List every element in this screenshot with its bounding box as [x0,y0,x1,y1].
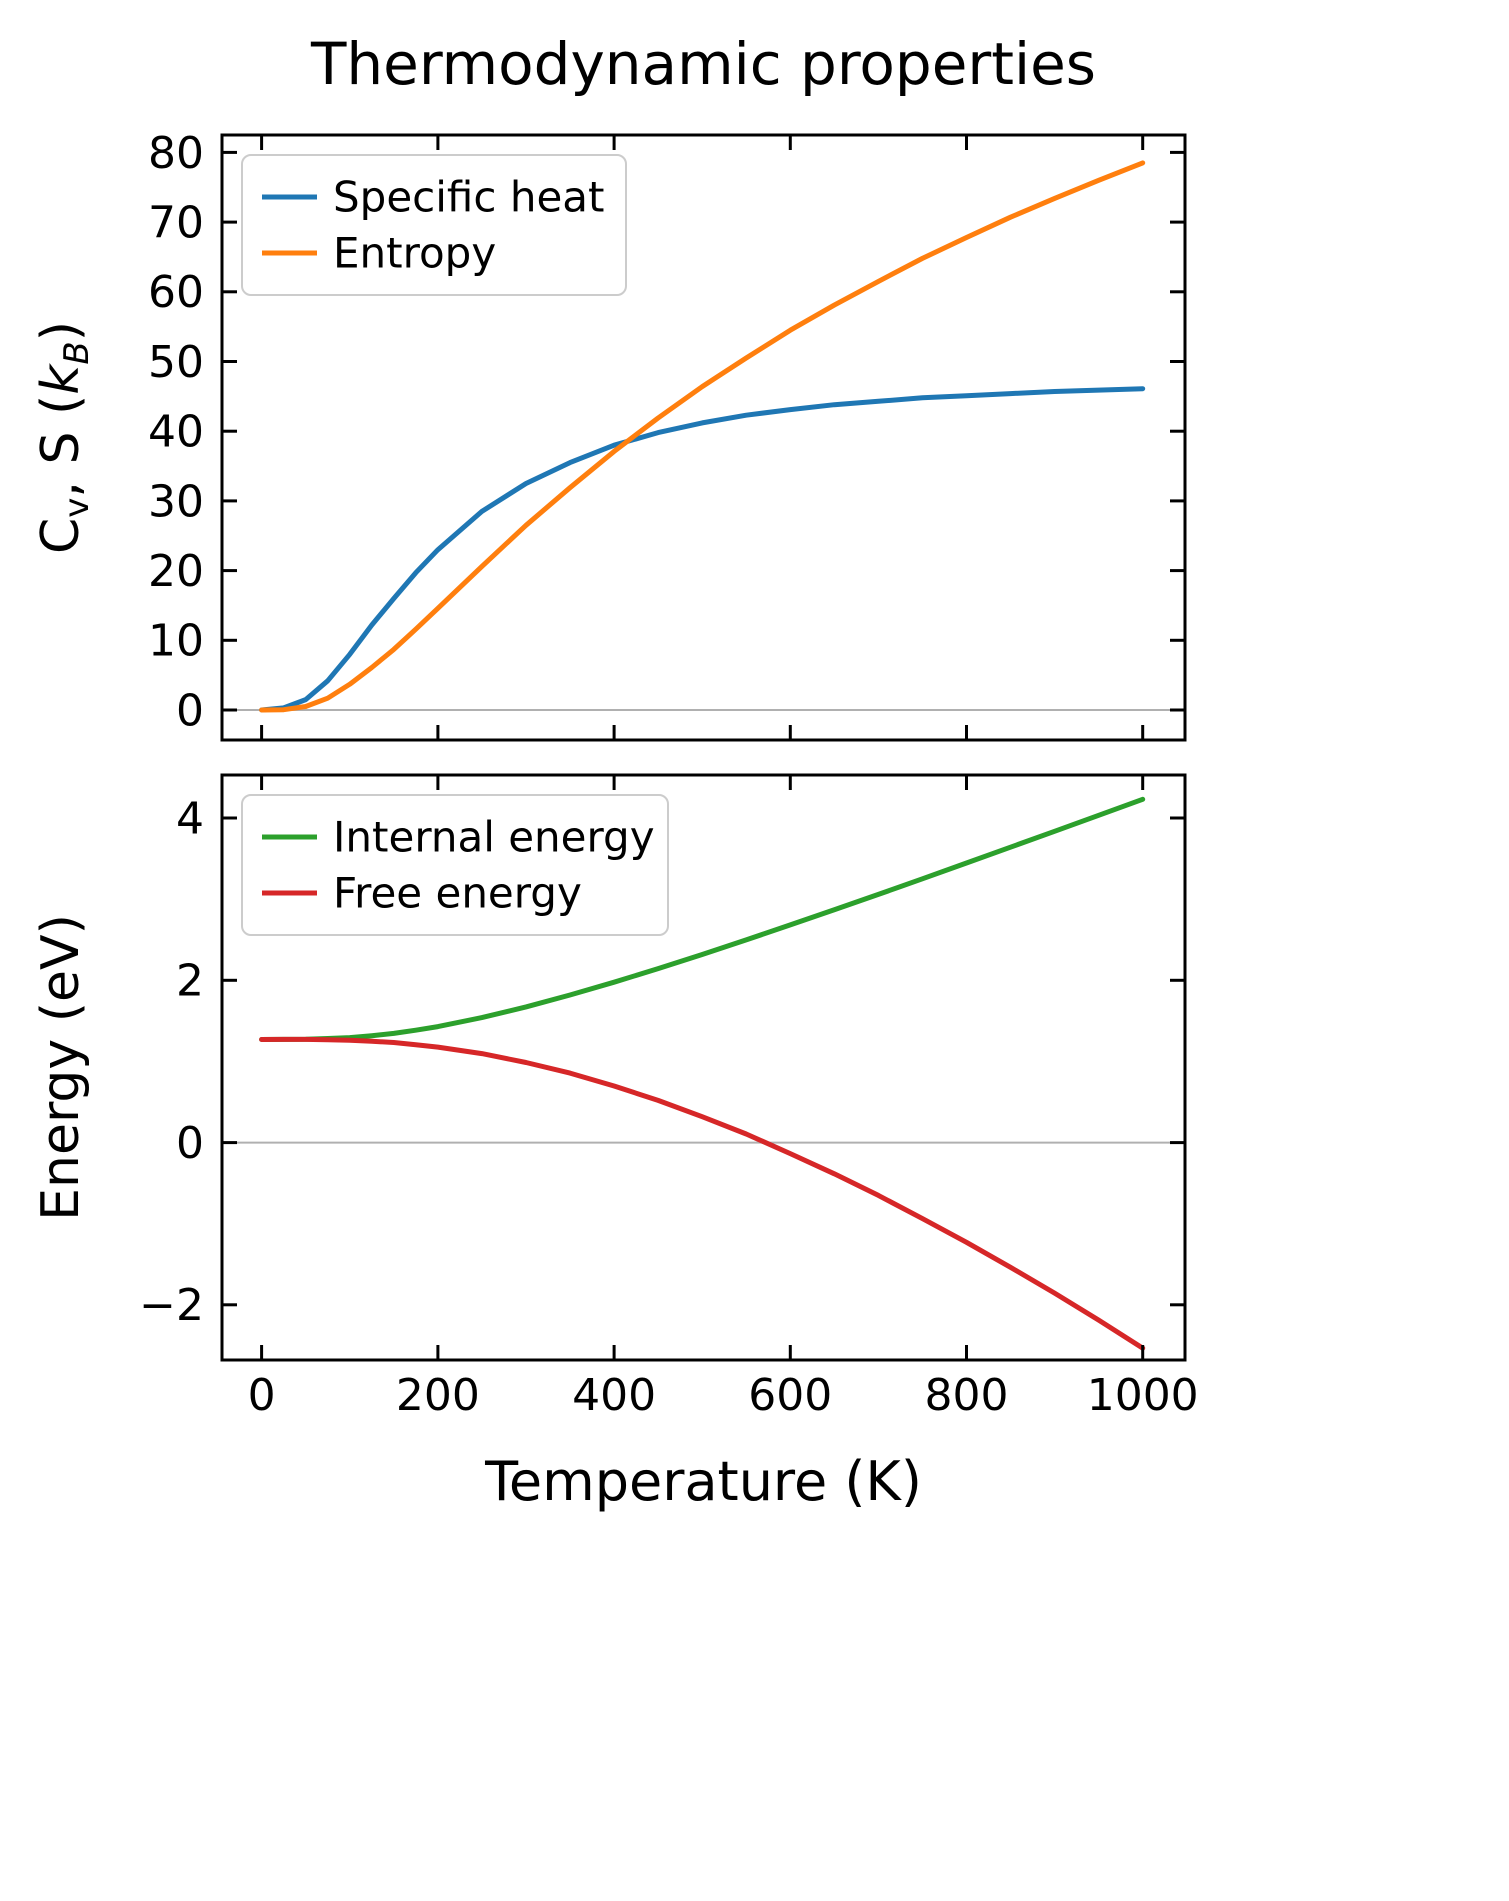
series-line-specific-heat [259,386,1146,713]
legend: Specific heat Entropy [241,154,627,296]
y-tick-label: 10 [148,616,204,667]
y-tick-label: 4 [176,793,204,844]
legend-box [241,154,627,296]
subplot-1: 0 10 20 30 40 50 60 70 80 Cv, S (kB) Specific heat… [31,128,1187,742]
axes-spines [220,133,1187,742]
y-tick-label: 70 [148,198,204,249]
y-tick-label: 50 [148,337,204,388]
y-tick-label: −2 [139,1280,204,1331]
x-tick-label: 800 [925,1370,1009,1421]
y-tick-label: 80 [148,128,204,179]
axes-spines [220,773,1187,1362]
series-line-entropy [259,160,1146,713]
legend-label-free-energy: Free energy [333,869,582,918]
y-tick-label: 0 [176,1118,204,1169]
legend-label-specific-heat: Specific heat [333,173,604,222]
series-line-free-energy [259,1036,1146,1351]
x-tick-label: 400 [572,1370,656,1421]
legend-label-internal-energy: Internal energy [333,813,655,862]
y-tick-label: 60 [148,267,204,318]
x-tick-label: 600 [748,1370,832,1421]
legend-label-entropy: Entropy [333,229,496,278]
x-tick-label: 200 [396,1370,480,1421]
legend: Internal energy Free energy [241,794,669,936]
y-tick-label: 40 [148,407,204,458]
y-axis-label: Energy (eV) [31,914,91,1221]
series-line-internal-energy [259,796,1146,1042]
y-tick-label: 30 [148,476,204,527]
y-tick-label: 20 [148,546,204,597]
x-tick-label: 1000 [1087,1370,1199,1421]
y-axis-label: Cv, S (kB) [31,321,97,554]
figure-title: Thermodynamic properties [310,30,1097,98]
y-tick-label: 0 [176,685,204,736]
x-tick-label: 0 [248,1370,276,1421]
y-tick-label: 2 [176,956,204,1007]
legend-box [241,794,669,936]
subplot-2: 0 200 400 600 800 1000 −2 0 2 4 Energy (eV) Tempera… [31,773,1199,1513]
x-axis-label: Temperature (K) [484,1450,922,1513]
